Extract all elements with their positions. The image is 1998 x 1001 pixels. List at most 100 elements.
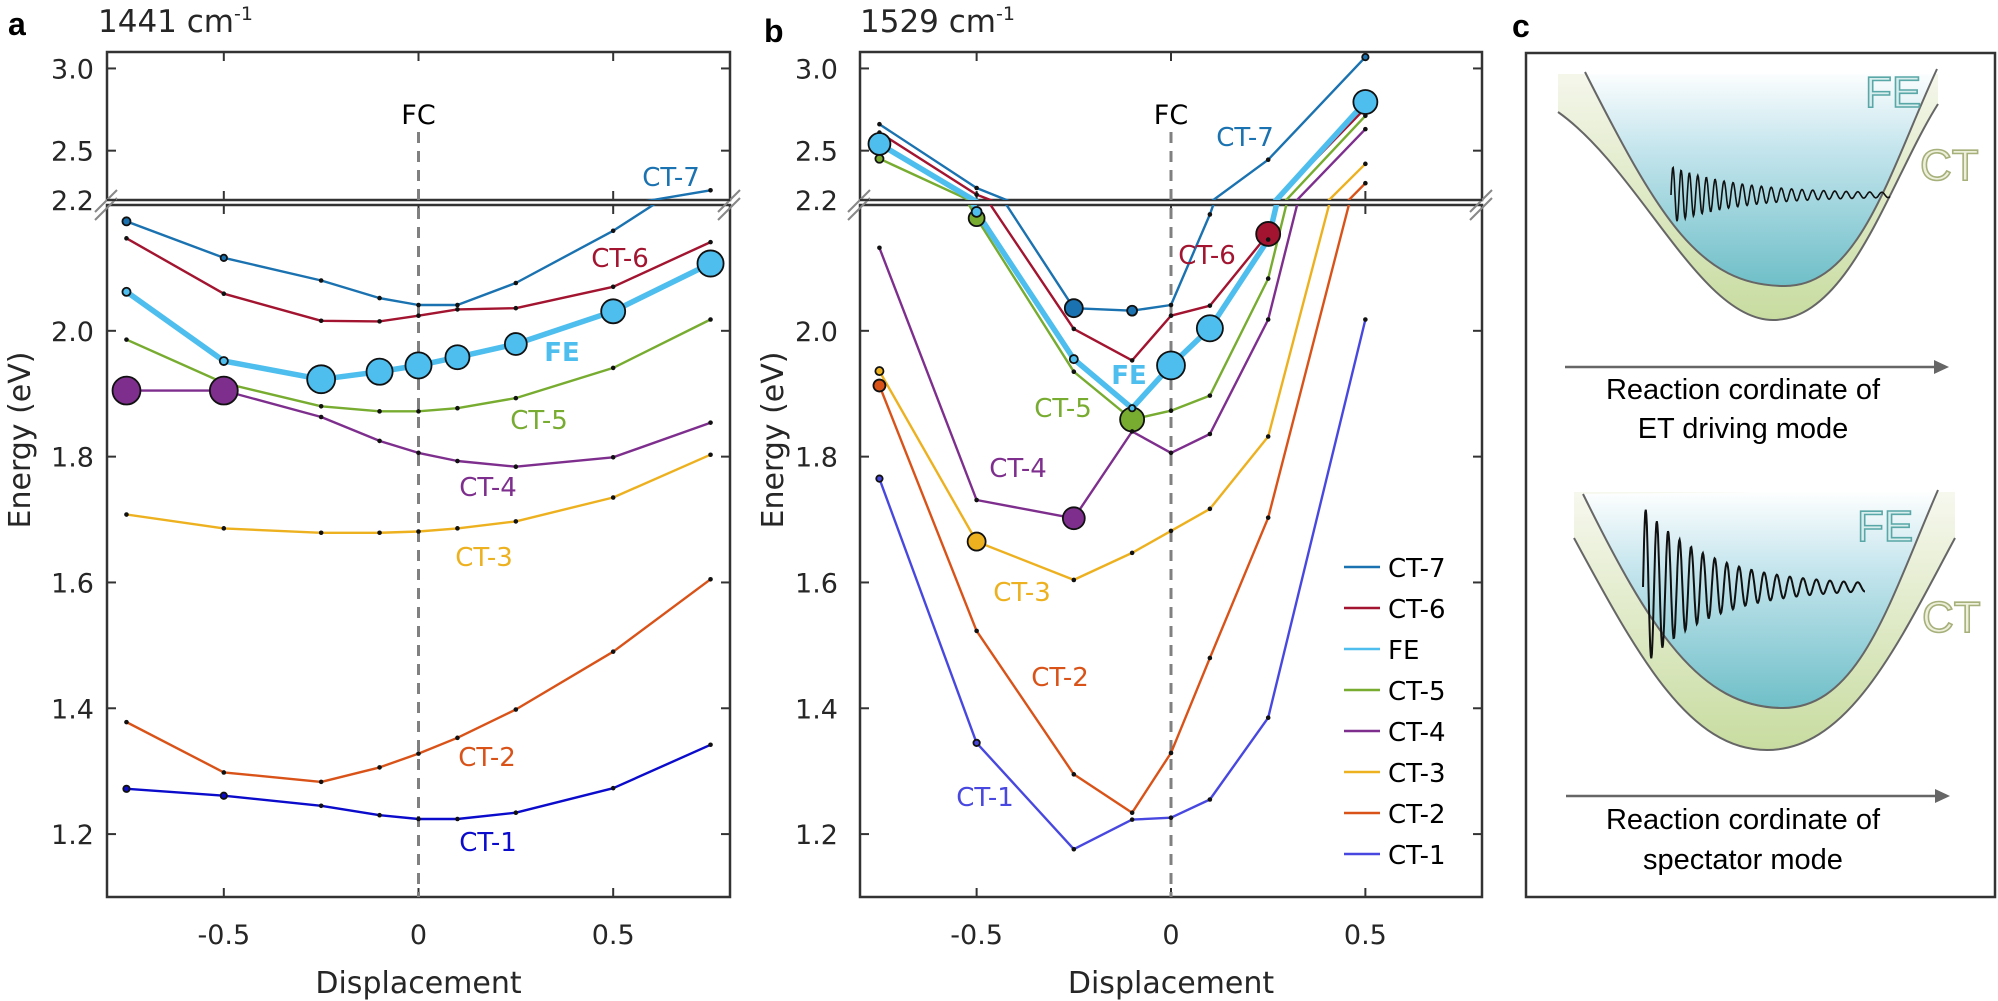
data-point-ct-1 — [455, 816, 460, 822]
legend-entry: CT-6 — [1388, 595, 1446, 625]
series-line-fe — [970, 205, 1280, 411]
data-point-ct-5 — [610, 365, 616, 371]
series-lines-up — [877, 56, 1368, 200]
series-line-ct-2 — [878, 205, 1351, 814]
data-point-ct-1 — [1265, 715, 1271, 721]
data-point-fe — [306, 364, 337, 395]
y-axis-title: Energy (eV) — [3, 352, 38, 529]
plot-b: -0.5 0 0.5 3.0 2.5 2.2 2.0 1.8 1.6 1.4 1.2 Energy (… — [756, 50, 1493, 1001]
data-point-ct-4 — [877, 245, 882, 251]
data-point-ct-4 — [208, 375, 239, 406]
series-label-ct-4: CT-4 — [459, 473, 517, 503]
y-tick-label: 2.5 — [795, 137, 838, 168]
y-tick-label: 1.6 — [51, 568, 94, 599]
data-point-fe — [1265, 237, 1271, 242]
series-label-fe: FE — [544, 338, 580, 368]
fe-state-label: FE — [1857, 502, 1913, 551]
panel-letter-b: b — [764, 13, 784, 49]
y-tick-label: 1.4 — [51, 694, 94, 725]
ct-state-label: CT — [1922, 593, 1981, 642]
title-value: 1441 cm — [98, 4, 234, 40]
data-point-ct-4 — [513, 464, 519, 470]
data-point-ct-7 — [416, 302, 421, 308]
data-point-ct-3 — [513, 519, 519, 524]
data-point-fe — [218, 356, 229, 366]
series-line-ct-1 — [878, 319, 1367, 851]
axis-break-mark — [94, 197, 118, 221]
data-point-ct-4 — [1129, 429, 1135, 434]
plot-a: -0.5 0 0.5 3.0 2.5 2.2 2.0 1.8 1.6 1.4 1.2 Energy (… — [3, 50, 741, 1001]
data-point-ct-7 — [1265, 157, 1271, 163]
data-point-ct-2 — [610, 649, 616, 654]
data-point-ct-2 — [872, 378, 887, 393]
data-point-ct-3 — [610, 495, 616, 500]
panel-c: c FE CT Reaction cordinate of ET driving… — [1512, 8, 1997, 899]
x-tick-label: 0 — [1162, 920, 1179, 951]
fe-potential-curve — [1584, 68, 1938, 288]
y-tick-label: 2.2 — [51, 186, 94, 217]
data-point-ct-6 — [1129, 358, 1135, 363]
title-value: 1529 cm — [860, 4, 996, 40]
data-point-ct-2 — [1129, 810, 1135, 816]
data-point-ct-2 — [974, 628, 979, 634]
panel-c-frame — [1524, 51, 1997, 899]
data-point-fe — [444, 344, 471, 371]
panel-a-title: 1441 cm-1 — [98, 3, 253, 40]
data-point-ct-5 — [377, 409, 382, 414]
series-label-ct-5: CT-5 — [510, 406, 568, 436]
data-point-ct-7 — [1063, 298, 1084, 319]
data-point-ct-2 — [1168, 750, 1174, 756]
data-point-ct-3 — [455, 526, 460, 531]
y-tick-label: 1.2 — [51, 820, 94, 851]
data-point-ct-6 — [708, 239, 713, 245]
data-point-fe — [600, 298, 627, 325]
data-point-ct-7 — [974, 185, 979, 191]
series-label-ct-3: CT-3 — [455, 543, 513, 573]
data-point-ct-1 — [1168, 815, 1174, 821]
series-line-ct-6 — [989, 205, 1277, 362]
data-point-ct-5 — [708, 317, 713, 322]
data-point-ct-6 — [1071, 326, 1077, 332]
data-point-ct-2 — [377, 765, 382, 770]
data-point-ct-4 — [377, 438, 382, 444]
data-point-ct-6 — [1168, 313, 1174, 319]
mask — [1540, 58, 1980, 74]
data-point-ct-6 — [221, 291, 227, 297]
data-point-fe — [696, 249, 725, 278]
legend-entry: CT-2 — [1388, 800, 1446, 830]
data-point-fe — [970, 206, 983, 218]
data-point-ct-7 — [121, 216, 132, 227]
data-point-ct-5 — [513, 395, 519, 401]
title-exponent: -1 — [234, 3, 253, 25]
series-label-ct-3: CT-3 — [993, 578, 1051, 608]
data-point-ct-6 — [318, 318, 324, 324]
fe-potential-curve — [1582, 489, 1939, 710]
data-point-ct-3 — [124, 512, 129, 517]
series-label-ct-2: CT-2 — [458, 743, 516, 773]
series-label-ct-6: CT-6 — [591, 244, 649, 274]
data-point-ct-4 — [610, 454, 616, 460]
fe-surface-fill — [1583, 490, 1938, 708]
ct-state-label: CT — [1920, 141, 1979, 190]
data-point-ct-5 — [124, 337, 129, 342]
y-tick-label: 1.6 — [795, 568, 838, 599]
data-point-ct-6 — [124, 236, 129, 241]
data-point-ct-7 — [877, 121, 882, 127]
data-point-ct-4 — [455, 458, 460, 464]
data-point-ct-2 — [318, 779, 324, 785]
ct-potential-curve — [1557, 103, 1939, 322]
data-point-ct-5 — [874, 153, 885, 164]
data-point-ct-1 — [708, 742, 713, 748]
x-tick-label: -0.5 — [950, 920, 1003, 951]
data-point-ct-6 — [974, 192, 979, 197]
data-point-ct-5 — [318, 404, 324, 409]
legend-entry: CT-5 — [1388, 677, 1446, 707]
axis-break-mark — [1469, 197, 1493, 221]
data-point-ct-1 — [416, 816, 421, 822]
data-point-ct-1 — [1071, 846, 1077, 852]
data-point-ct-7 — [318, 278, 324, 283]
series-label-ct-1: CT-1 — [459, 828, 517, 858]
data-point-ct-1 — [122, 784, 131, 793]
legend: CT-7 CT-6 FE CT-5 CT-4 CT-3 CT-2 CT-1 — [1344, 554, 1446, 871]
title-exponent: -1 — [996, 3, 1015, 25]
